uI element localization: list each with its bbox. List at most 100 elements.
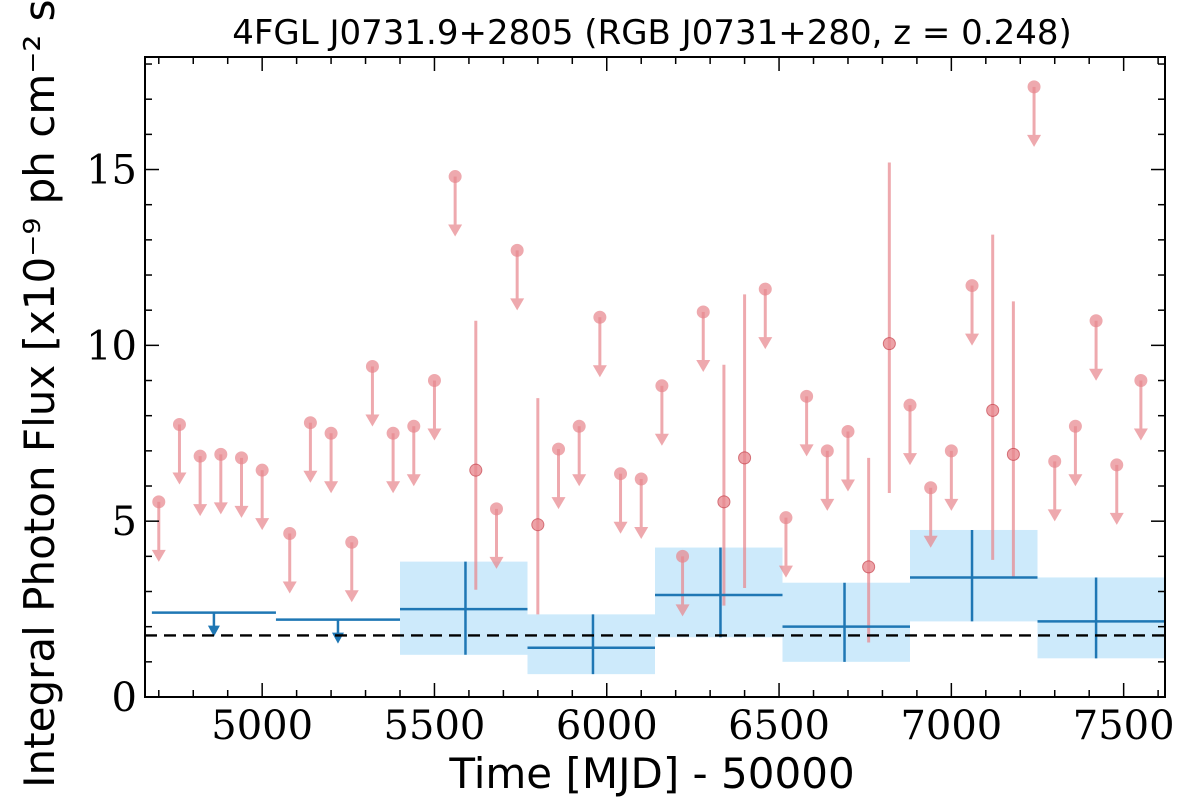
upper-limit-arrowhead bbox=[923, 535, 938, 548]
upper-limit-arrowhead bbox=[778, 565, 793, 578]
upper-limit-marker bbox=[572, 426, 587, 487]
error-band bbox=[1037, 577, 1165, 659]
upper-limit-arrowhead bbox=[234, 505, 249, 518]
upper-limit-marker bbox=[613, 473, 628, 534]
data-point bbox=[407, 419, 421, 433]
upper-limit-marker bbox=[213, 454, 228, 515]
upper-limit-arrowhead bbox=[489, 556, 504, 569]
data-point bbox=[614, 467, 628, 481]
upper-limit-arrowhead bbox=[820, 498, 835, 511]
upper-limit-arrowhead bbox=[903, 453, 917, 466]
upper-limit-arrowhead bbox=[324, 481, 339, 494]
upper-limit-marker bbox=[675, 556, 690, 617]
data-point bbox=[696, 305, 710, 319]
axis-ticks: 5000 5500 6000 6500 7000 7500 0 5 10 15 bbox=[86, 57, 1175, 749]
upper-limit-arrowhead bbox=[840, 479, 855, 492]
upper-limit-arrowhead bbox=[448, 224, 463, 237]
upper-limit-marker bbox=[324, 433, 339, 494]
upper-limit-marker bbox=[799, 396, 814, 457]
upper-limit-arrowhead bbox=[654, 433, 669, 446]
error-band bbox=[527, 614, 655, 675]
upper-limit-marker bbox=[551, 449, 566, 510]
data-point bbox=[820, 444, 834, 458]
data-point bbox=[531, 518, 545, 532]
data-point bbox=[779, 511, 793, 525]
long-bin-error-bands bbox=[400, 529, 1165, 675]
data-point bbox=[152, 495, 166, 509]
upper-limit-arrowhead bbox=[1027, 134, 1042, 147]
y-tick-label: 0 bbox=[112, 675, 137, 721]
upper-limit-arrowhead bbox=[799, 444, 814, 457]
upper-limit-arrowhead bbox=[172, 472, 187, 485]
upper-limit-arrowhead bbox=[675, 604, 690, 617]
upper-limit-marker bbox=[1133, 380, 1148, 441]
data-point bbox=[283, 526, 297, 540]
data-point bbox=[903, 398, 917, 412]
chart-title: 4FGL J0731.9+2805 (RGB J0731+280, z = 0.… bbox=[232, 13, 1072, 53]
upper-limit-marker bbox=[448, 176, 463, 237]
data-point bbox=[593, 310, 607, 324]
error-band bbox=[655, 547, 783, 638]
upper-limit-marker bbox=[1047, 461, 1062, 522]
upper-limit-marker bbox=[282, 533, 297, 594]
upper-limit-marker bbox=[1027, 86, 1042, 147]
data-point bbox=[676, 549, 690, 563]
data-point bbox=[255, 463, 269, 477]
data-point bbox=[386, 426, 400, 440]
data-point bbox=[365, 359, 379, 373]
upper-limit-marker bbox=[151, 501, 166, 562]
y-axis-label: Integral Photon Flux [x10⁻⁹ ph cm⁻² s⁻¹] bbox=[15, 0, 64, 788]
upper-limit-arrowhead bbox=[613, 521, 628, 534]
upper-limit-marker bbox=[234, 457, 249, 518]
data-point bbox=[572, 419, 586, 433]
upper-limit-arrowhead bbox=[213, 502, 228, 515]
plot-frame bbox=[144, 56, 1166, 698]
upper-limit-marker bbox=[654, 385, 669, 446]
data-point bbox=[1068, 419, 1082, 433]
upper-limit-marker bbox=[1089, 320, 1104, 381]
upper-limit-marker bbox=[489, 508, 504, 569]
upper-limit-arrowhead bbox=[344, 590, 359, 603]
upper-limit-marker bbox=[510, 250, 525, 311]
upper-limit-arrowhead bbox=[572, 474, 587, 487]
upper-limit-marker bbox=[427, 380, 442, 441]
x-tick-label: 5000 bbox=[211, 703, 313, 749]
upper-limit-marker bbox=[820, 450, 835, 511]
upper-limit-arrowhead bbox=[1109, 512, 1124, 525]
y-tick-label: 10 bbox=[86, 323, 137, 369]
upper-limit-marker bbox=[696, 311, 711, 372]
upper-limit-arrowhead bbox=[551, 497, 566, 510]
upper-limit-arrowhead bbox=[592, 365, 607, 378]
data-point bbox=[214, 447, 228, 461]
upper-limit-marker bbox=[965, 285, 980, 346]
upper-limit-arrowhead bbox=[207, 625, 220, 637]
x-axis-label: Time [MJD] - 50000 bbox=[448, 749, 854, 798]
upper-limit-marker bbox=[944, 450, 959, 511]
upper-limit-arrowhead bbox=[151, 549, 166, 562]
data-point bbox=[172, 417, 186, 431]
data-point bbox=[448, 170, 462, 184]
data-point bbox=[345, 535, 359, 549]
upper-limit-marker bbox=[923, 487, 938, 548]
upper-limit-arrowhead bbox=[193, 504, 208, 517]
upper-limit-marker bbox=[303, 422, 318, 483]
upper-limit-marker bbox=[758, 289, 773, 350]
data-point bbox=[1089, 314, 1103, 328]
data-point bbox=[469, 463, 483, 477]
upper-limit-arrowhead bbox=[758, 337, 773, 350]
data-point bbox=[427, 374, 441, 388]
upper-limit-arrowhead bbox=[386, 481, 401, 494]
data-point bbox=[234, 451, 248, 465]
upper-limit-arrowhead bbox=[965, 333, 980, 346]
upper-limit-marker bbox=[172, 424, 187, 485]
data-point bbox=[324, 426, 338, 440]
upper-limit-marker bbox=[406, 426, 421, 487]
data-point bbox=[1006, 447, 1020, 461]
upper-limit-marker bbox=[840, 431, 855, 492]
y-tick-label: 5 bbox=[112, 499, 137, 545]
y-tick-label: 15 bbox=[86, 148, 137, 194]
upper-limit-arrowhead bbox=[365, 414, 380, 427]
upper-limit-arrowhead bbox=[944, 498, 959, 511]
upper-limit-marker bbox=[903, 405, 917, 466]
